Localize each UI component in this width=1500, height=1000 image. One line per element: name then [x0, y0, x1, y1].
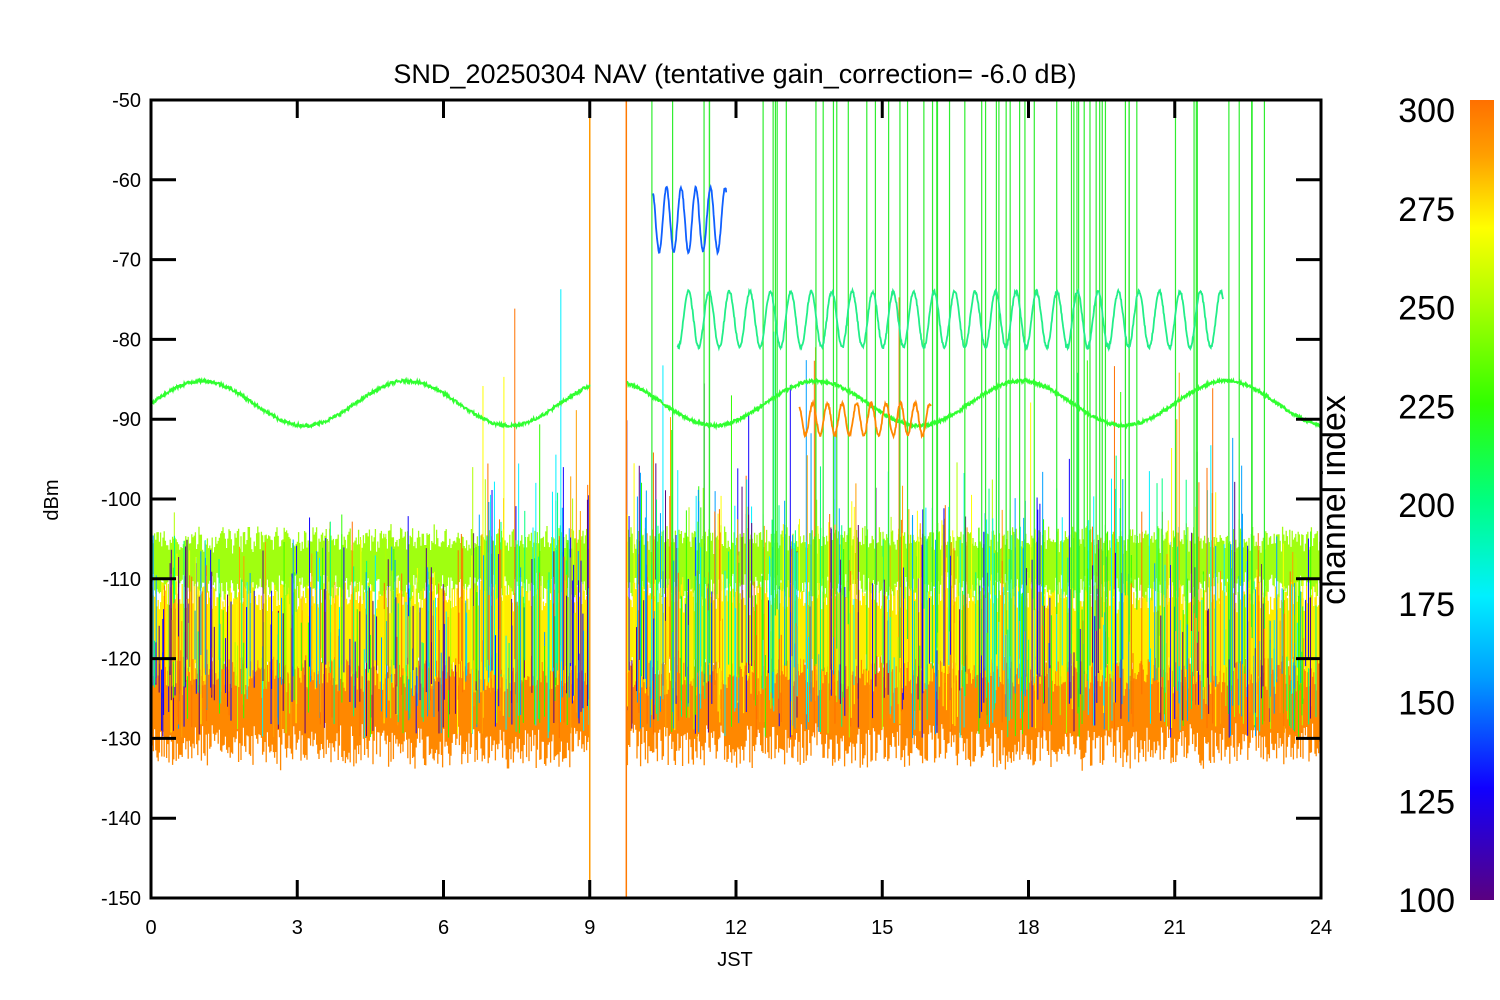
plot-area — [151, 100, 1321, 898]
colorbar-tick-label: 300 — [1398, 92, 1455, 130]
y-axis-label: dBm — [41, 479, 63, 520]
colorbar-tick-label: 275 — [1398, 191, 1455, 229]
y-tick-label: -120 — [101, 649, 141, 671]
x-tick-label: 21 — [1164, 917, 1186, 939]
colorbar-tick-label: 225 — [1398, 388, 1455, 426]
x-tick-label: 9 — [584, 917, 595, 939]
x-tick-label: 0 — [145, 917, 156, 939]
series-line-6 — [798, 399, 932, 440]
x-tick-label: 6 — [438, 917, 449, 939]
colorbar-label: channel index — [1315, 395, 1353, 605]
y-tick-label: -150 — [101, 888, 141, 910]
colorbar-tick-label: 200 — [1398, 487, 1455, 525]
y-tick-label: -90 — [112, 409, 141, 431]
x-tick-label: 12 — [725, 917, 747, 939]
y-tick-label: -100 — [101, 489, 141, 511]
series-line-4 — [676, 286, 1224, 352]
series-line-3 — [151, 376, 1321, 431]
x-tick-label: 18 — [1017, 917, 1039, 939]
x-tick-label: 24 — [1310, 917, 1332, 939]
chart-title: SND_20250304 NAV (tentative gain_correct… — [393, 59, 1076, 89]
y-tick-label: -110 — [102, 569, 141, 591]
band-strokes — [151, 524, 1321, 602]
colorbar-tick-label: 125 — [1398, 783, 1455, 821]
x-tick-label: 15 — [871, 917, 893, 939]
series-band-2 — [151, 524, 1321, 602]
axes: 0 3 6 9 12 15 18 21 24 -50 -60 -70 -80 -90 -100 -110 -12… — [101, 90, 1332, 939]
plot-frame — [149, 98, 1323, 900]
x-tick-label: 3 — [292, 917, 303, 939]
y-tick-label: -60 — [112, 170, 141, 192]
colorbar-tick-label: 150 — [1398, 685, 1455, 723]
colorbar-tick-label: 175 — [1398, 586, 1455, 624]
colorbar-ticks: 300 275 250 225 200 175 150 125 100 — [1398, 92, 1455, 920]
y-tick-label: -80 — [112, 329, 141, 351]
colorbar-tick-label: 250 — [1398, 290, 1455, 328]
colorbar — [1470, 100, 1494, 900]
y-tick-label: -140 — [101, 808, 141, 830]
series-line-5 — [652, 184, 728, 256]
spike-layer — [152, 100, 1317, 898]
y-tick-label: -70 — [112, 250, 141, 272]
y-tick-label: -130 — [101, 728, 141, 750]
x-axis-label: JST — [717, 949, 753, 971]
colorbar-tick-label: 100 — [1398, 882, 1455, 920]
y-tick-label: -50 — [112, 90, 141, 112]
